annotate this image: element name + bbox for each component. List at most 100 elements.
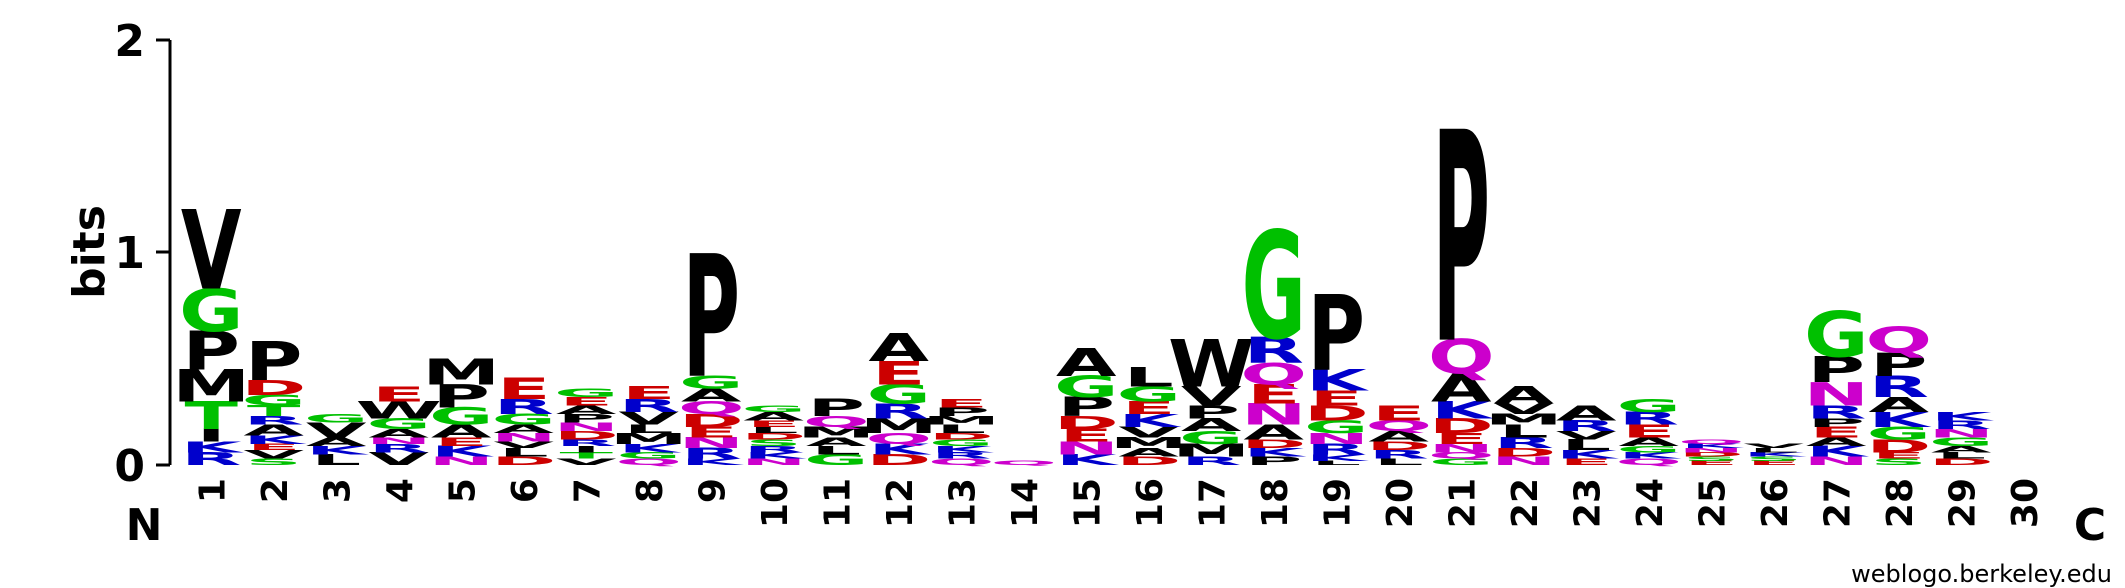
x-tick-label: 21 bbox=[1442, 478, 1483, 528]
y-tick-label-1: 1 bbox=[114, 228, 145, 279]
logo-letter: Q bbox=[1240, 357, 1307, 391]
logo-letter: Q bbox=[803, 413, 870, 430]
logo-letter: P bbox=[1245, 454, 1302, 468]
logo-letter: N bbox=[1803, 454, 1869, 468]
logo-letter: E bbox=[247, 442, 301, 452]
logo-letter: R bbox=[619, 396, 679, 417]
logo-letter: Q bbox=[928, 457, 995, 467]
logo-letter: N bbox=[366, 436, 432, 446]
logo-letter: P bbox=[245, 331, 302, 393]
logo-letter: R bbox=[931, 451, 991, 461]
logo-letter: N bbox=[491, 431, 557, 445]
logo-letter: R bbox=[494, 395, 554, 419]
logo-letter: V bbox=[1118, 424, 1179, 441]
logo-letter: E bbox=[1559, 457, 1613, 467]
logo-letter: D bbox=[741, 431, 806, 441]
logo-letter: G bbox=[492, 411, 556, 428]
logo-letter: K bbox=[1306, 453, 1369, 463]
logo-letter: V bbox=[306, 418, 368, 442]
x-tick-label: 3 bbox=[317, 478, 358, 503]
logo-letter: G bbox=[1617, 396, 1681, 417]
logo-letter: D bbox=[1866, 436, 1931, 457]
logo-letter: D bbox=[241, 376, 306, 400]
logo-letter: P bbox=[1433, 71, 1490, 408]
logo-letter: N bbox=[1803, 376, 1869, 414]
logo-letter: M bbox=[172, 361, 250, 412]
logo-letter: D bbox=[1491, 446, 1556, 460]
logo-letter: P bbox=[683, 219, 740, 415]
logo-letter: N bbox=[1241, 397, 1307, 431]
x-tick-label: 23 bbox=[1567, 478, 1608, 528]
logo-letter: V bbox=[243, 448, 305, 462]
logo-letter: V bbox=[1556, 429, 1618, 443]
logo-letter: L bbox=[936, 422, 986, 436]
logo-letter: T bbox=[247, 403, 301, 420]
logo-letter: G bbox=[929, 438, 993, 448]
logo-letter: E bbox=[684, 424, 738, 441]
logo-letter: E bbox=[1122, 398, 1176, 419]
logo-letter: A bbox=[1868, 393, 1930, 417]
logo-letter: D bbox=[679, 411, 744, 432]
logo-letter: K bbox=[681, 457, 744, 467]
logo-letter: M bbox=[797, 424, 875, 441]
logo-letter: G bbox=[1804, 299, 1868, 372]
logo-letter: P bbox=[1183, 402, 1240, 423]
x-tick-label: 5 bbox=[442, 478, 483, 503]
logo-letter: R bbox=[1306, 441, 1366, 458]
logo-letter: G bbox=[867, 379, 931, 410]
logo-letter: L bbox=[1561, 437, 1611, 454]
logo-letter: A bbox=[1368, 428, 1429, 445]
logo-letter: E bbox=[1684, 460, 1738, 467]
logo-letter: G bbox=[1929, 435, 1993, 449]
logo-letter: A bbox=[1806, 435, 1868, 449]
x-tick-label: 8 bbox=[630, 478, 671, 503]
logo-letter: A bbox=[806, 435, 868, 449]
logo-letter: K bbox=[1618, 451, 1681, 461]
logo-letter: S bbox=[246, 457, 302, 467]
logo-letter: A bbox=[868, 325, 929, 370]
x-tick-label: 18 bbox=[1255, 478, 1296, 528]
x-tick-label: 22 bbox=[1505, 478, 1546, 528]
logo-letter: A bbox=[1181, 415, 1242, 436]
logo-letter: P bbox=[1808, 350, 1865, 391]
logo-letter: R bbox=[1869, 370, 1929, 404]
logo-letter: K bbox=[1118, 411, 1181, 432]
logo-letter: K bbox=[1681, 443, 1744, 450]
logo-letter: E bbox=[1622, 421, 1676, 442]
logo-letter: M bbox=[1485, 411, 1563, 428]
logo-letter: P bbox=[808, 394, 865, 422]
x-tick-label: 27 bbox=[1817, 478, 1858, 528]
logo-letter: G bbox=[1429, 457, 1493, 467]
logo-letter: P bbox=[558, 412, 615, 426]
x-tick-label: 20 bbox=[1380, 478, 1421, 528]
logo-letter: D bbox=[866, 452, 931, 469]
logo-letter: L bbox=[624, 422, 674, 436]
c-terminus-label: C bbox=[2074, 500, 2106, 551]
logo-letter: L bbox=[1374, 457, 1424, 467]
logo-letter: A bbox=[493, 422, 555, 436]
logo-letter: N bbox=[741, 457, 807, 467]
logo-letter: M bbox=[1172, 440, 1250, 461]
logo-letter: Q bbox=[1365, 418, 1432, 435]
x-tick-label: 16 bbox=[1130, 478, 1171, 528]
logo-letter: V bbox=[1181, 381, 1242, 412]
logo-letter: D bbox=[929, 431, 994, 441]
logo-letter: S bbox=[746, 438, 802, 448]
y-axis-title: bits bbox=[64, 205, 115, 299]
logo-letter: G bbox=[804, 452, 868, 469]
logo-letter: N bbox=[1678, 447, 1744, 454]
logo-letter: E bbox=[1309, 386, 1363, 410]
n-terminus-label: N bbox=[126, 500, 163, 551]
logo-letter: G bbox=[742, 404, 806, 414]
logo-letter: E bbox=[1434, 430, 1488, 447]
logo-letter: D bbox=[1054, 413, 1119, 434]
x-tick-label: 28 bbox=[1880, 478, 1921, 528]
logo-letter: L bbox=[311, 452, 361, 469]
logo-letter: K bbox=[1931, 410, 1995, 424]
logo-letter: G bbox=[1179, 428, 1243, 449]
logo-letter: L bbox=[1936, 451, 1986, 461]
logo-letter: E bbox=[872, 354, 926, 392]
logo-letter: G bbox=[242, 392, 306, 409]
x-tick-label: 7 bbox=[567, 478, 608, 503]
